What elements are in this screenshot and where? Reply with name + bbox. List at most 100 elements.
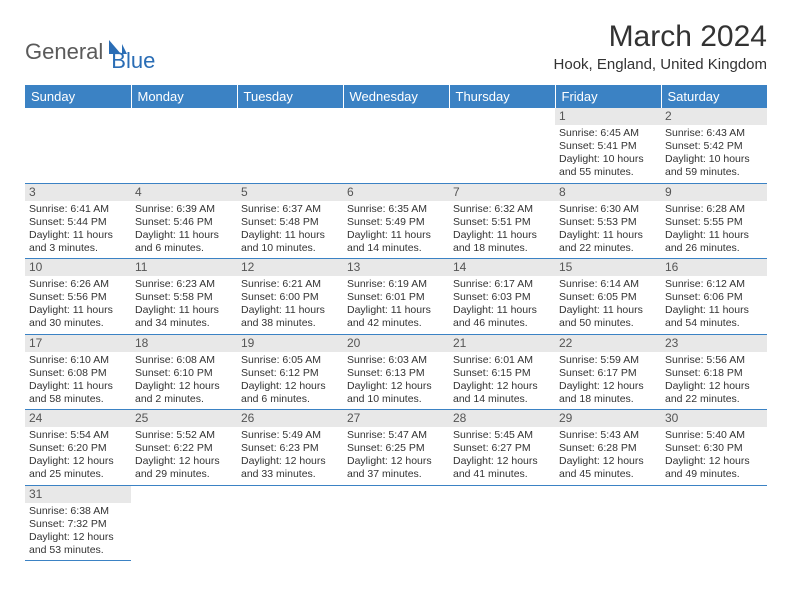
day-number: 7 [449,184,555,201]
sunrise-text: Sunrise: 5:40 AM [665,429,763,442]
day-number: 24 [25,410,131,427]
daylight-text: Daylight: 11 hours and 46 minutes. [453,304,551,330]
day-number: 31 [25,486,131,503]
daylight-text: Daylight: 11 hours and 10 minutes. [241,229,339,255]
sunrise-text: Sunrise: 6:08 AM [135,354,233,367]
day-cell: 8Sunrise: 6:30 AMSunset: 5:53 PMDaylight… [555,183,661,259]
sunrise-text: Sunrise: 6:10 AM [29,354,127,367]
logo-text-general: General [25,39,103,65]
sunrise-text: Sunrise: 5:59 AM [559,354,657,367]
day-number: 3 [25,184,131,201]
day-body: Sunrise: 5:56 AMSunset: 6:18 PMDaylight:… [661,353,767,410]
title-block: March 2024 Hook, England, United Kingdom [554,20,767,77]
sunrise-text: Sunrise: 6:05 AM [241,354,339,367]
day-body: Sunrise: 6:03 AMSunset: 6:13 PMDaylight:… [343,353,449,410]
week-row: 31Sunrise: 6:38 AMSunset: 7:32 PMDayligh… [25,485,767,561]
day-cell [237,108,343,183]
day-number: 15 [555,259,661,276]
day-number: 27 [343,410,449,427]
day-cell: 12Sunrise: 6:21 AMSunset: 6:00 PMDayligh… [237,259,343,335]
sunset-text: Sunset: 6:23 PM [241,442,339,455]
day-body: Sunrise: 5:40 AMSunset: 6:30 PMDaylight:… [661,428,767,485]
daylight-text: Daylight: 12 hours and 45 minutes. [559,455,657,481]
daylight-text: Daylight: 11 hours and 22 minutes. [559,229,657,255]
sunrise-text: Sunrise: 5:49 AM [241,429,339,442]
sunrise-text: Sunrise: 6:41 AM [29,203,127,216]
day-body: Sunrise: 6:39 AMSunset: 5:46 PMDaylight:… [131,202,237,259]
sunset-text: Sunset: 6:03 PM [453,291,551,304]
day-body: Sunrise: 6:35 AMSunset: 5:49 PMDaylight:… [343,202,449,259]
day-cell [449,485,555,561]
day-cell: 20Sunrise: 6:03 AMSunset: 6:13 PMDayligh… [343,334,449,410]
sunset-text: Sunset: 6:12 PM [241,367,339,380]
day-body: Sunrise: 6:30 AMSunset: 5:53 PMDaylight:… [555,202,661,259]
day-cell: 24Sunrise: 5:54 AMSunset: 6:20 PMDayligh… [25,410,131,486]
day-number: 18 [131,335,237,352]
day-cell: 26Sunrise: 5:49 AMSunset: 6:23 PMDayligh… [237,410,343,486]
daylight-text: Daylight: 11 hours and 18 minutes. [453,229,551,255]
sunrise-text: Sunrise: 5:56 AM [665,354,763,367]
day-cell [237,485,343,561]
day-number: 17 [25,335,131,352]
day-number: 2 [661,108,767,125]
sunset-text: Sunset: 5:49 PM [347,216,445,229]
location: Hook, England, United Kingdom [554,56,767,73]
day-number: 12 [237,259,343,276]
logo: General Blue [25,30,155,74]
sunset-text: Sunset: 6:05 PM [559,291,657,304]
daylight-text: Daylight: 12 hours and 53 minutes. [29,531,127,557]
day-cell: 5Sunrise: 6:37 AMSunset: 5:48 PMDaylight… [237,183,343,259]
daylight-text: Daylight: 12 hours and 2 minutes. [135,380,233,406]
sunrise-text: Sunrise: 6:38 AM [29,505,127,518]
day-cell: 31Sunrise: 6:38 AMSunset: 7:32 PMDayligh… [25,485,131,561]
sunset-text: Sunset: 6:30 PM [665,442,763,455]
day-body: Sunrise: 5:43 AMSunset: 6:28 PMDaylight:… [555,428,661,485]
sunrise-text: Sunrise: 6:12 AM [665,278,763,291]
sunset-text: Sunset: 6:20 PM [29,442,127,455]
day-number: 11 [131,259,237,276]
day-body: Sunrise: 6:08 AMSunset: 6:10 PMDaylight:… [131,353,237,410]
day-cell: 4Sunrise: 6:39 AMSunset: 5:46 PMDaylight… [131,183,237,259]
day-cell [449,108,555,183]
sunset-text: Sunset: 6:15 PM [453,367,551,380]
daylight-text: Daylight: 12 hours and 6 minutes. [241,380,339,406]
sunrise-text: Sunrise: 6:03 AM [347,354,445,367]
day-body: Sunrise: 5:49 AMSunset: 6:23 PMDaylight:… [237,428,343,485]
sunset-text: Sunset: 5:42 PM [665,140,763,153]
day-number: 13 [343,259,449,276]
daylight-text: Daylight: 12 hours and 41 minutes. [453,455,551,481]
week-row: 24Sunrise: 5:54 AMSunset: 6:20 PMDayligh… [25,410,767,486]
day-cell: 1Sunrise: 6:45 AMSunset: 5:41 PMDaylight… [555,108,661,183]
day-number: 14 [449,259,555,276]
sunset-text: Sunset: 6:22 PM [135,442,233,455]
day-body: Sunrise: 6:21 AMSunset: 6:00 PMDaylight:… [237,277,343,334]
day-cell [661,485,767,561]
day-cell: 18Sunrise: 6:08 AMSunset: 6:10 PMDayligh… [131,334,237,410]
sunrise-text: Sunrise: 6:32 AM [453,203,551,216]
day-body: Sunrise: 6:45 AMSunset: 5:41 PMDaylight:… [555,126,661,183]
day-cell: 21Sunrise: 6:01 AMSunset: 6:15 PMDayligh… [449,334,555,410]
sunset-text: Sunset: 6:06 PM [665,291,763,304]
daylight-text: Daylight: 12 hours and 49 minutes. [665,455,763,481]
day-body: Sunrise: 6:37 AMSunset: 5:48 PMDaylight:… [237,202,343,259]
sunrise-text: Sunrise: 6:37 AM [241,203,339,216]
daylight-text: Daylight: 12 hours and 33 minutes. [241,455,339,481]
day-cell: 27Sunrise: 5:47 AMSunset: 6:25 PMDayligh… [343,410,449,486]
sunset-text: Sunset: 6:00 PM [241,291,339,304]
daylight-text: Daylight: 12 hours and 25 minutes. [29,455,127,481]
day-number: 29 [555,410,661,427]
day-cell: 22Sunrise: 5:59 AMSunset: 6:17 PMDayligh… [555,334,661,410]
daylight-text: Daylight: 11 hours and 34 minutes. [135,304,233,330]
sunrise-text: Sunrise: 6:45 AM [559,127,657,140]
day-body: Sunrise: 6:19 AMSunset: 6:01 PMDaylight:… [343,277,449,334]
day-body: Sunrise: 6:05 AMSunset: 6:12 PMDaylight:… [237,353,343,410]
day-number: 8 [555,184,661,201]
day-cell: 16Sunrise: 6:12 AMSunset: 6:06 PMDayligh… [661,259,767,335]
sunrise-text: Sunrise: 6:23 AM [135,278,233,291]
day-cell: 29Sunrise: 5:43 AMSunset: 6:28 PMDayligh… [555,410,661,486]
day-cell: 9Sunrise: 6:28 AMSunset: 5:55 PMDaylight… [661,183,767,259]
calendar-body: 1Sunrise: 6:45 AMSunset: 5:41 PMDaylight… [25,108,767,561]
day-number: 30 [661,410,767,427]
day-body: Sunrise: 6:17 AMSunset: 6:03 PMDaylight:… [449,277,555,334]
day-number: 20 [343,335,449,352]
